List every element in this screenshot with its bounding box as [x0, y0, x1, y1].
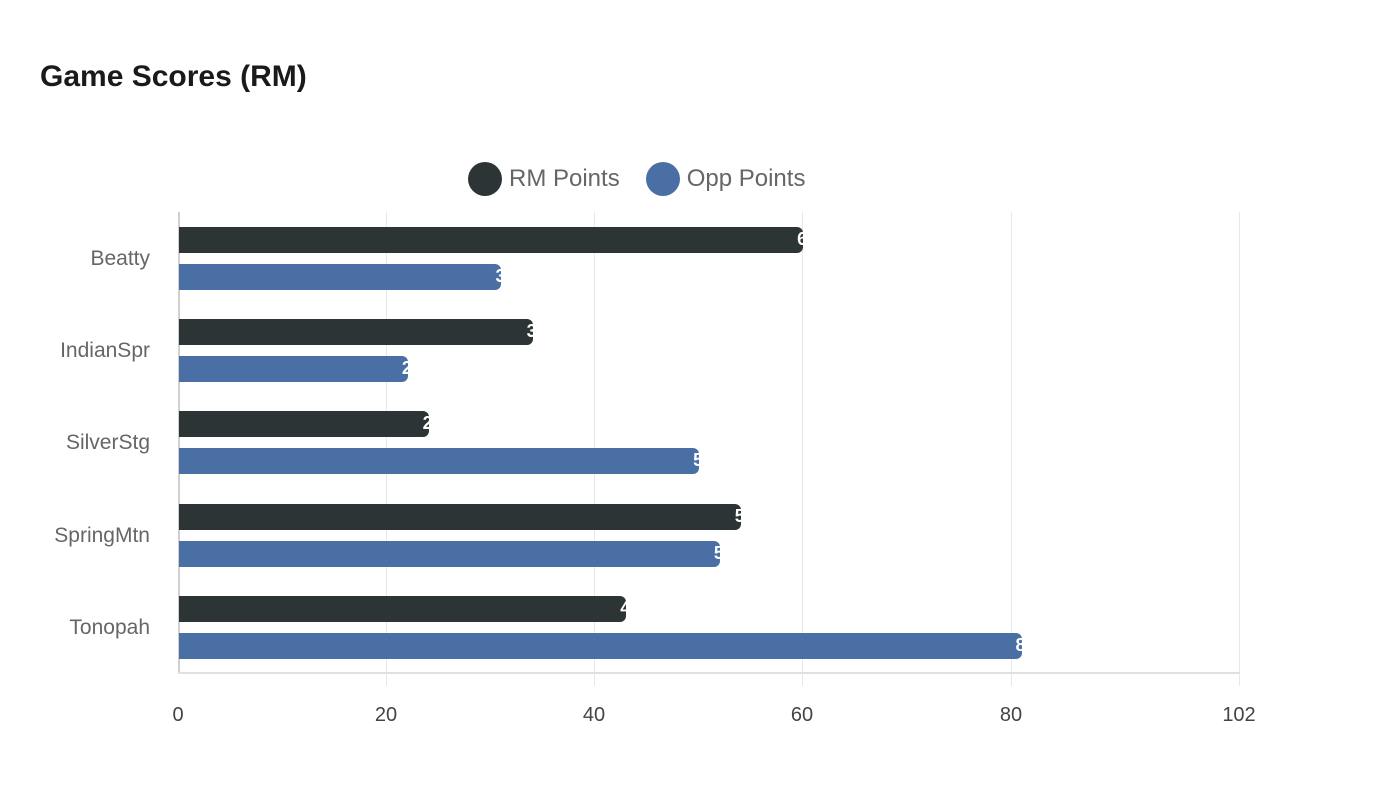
- bar-opp[interactable]: 52: [179, 540, 722, 567]
- legend-label: Opp Points: [686, 165, 806, 192]
- y-category-label: IndianSpr: [60, 339, 150, 363]
- gridline: [1239, 212, 1240, 686]
- x-tick: 0: [172, 704, 184, 726]
- x-tick: 102: [1222, 704, 1256, 726]
- bar-opp[interactable]: 22: [179, 356, 410, 383]
- bar-value-label: 24: [422, 413, 431, 434]
- bar-rm[interactable]: 54: [179, 503, 743, 530]
- gridline: [1011, 212, 1012, 686]
- y-category-label: SilverStg: [65, 431, 150, 455]
- legend-item-rm[interactable]: RM Points: [468, 162, 620, 196]
- bar-rm[interactable]: 60: [179, 227, 806, 253]
- legend-label: RM Points: [509, 165, 620, 192]
- bar-opp[interactable]: 81: [179, 632, 1024, 659]
- bar-opp[interactable]: 50: [179, 448, 702, 475]
- legend-item-opp[interactable]: Opp Points: [645, 162, 806, 196]
- y-category-label: SpringMtn: [54, 523, 150, 547]
- bar-rm[interactable]: 24: [179, 411, 431, 438]
- bar-value-label: 60: [797, 229, 806, 249]
- x-tick: 60: [790, 704, 814, 726]
- legend: RM Points Opp Points: [468, 162, 831, 196]
- legend-dot-icon: [645, 162, 680, 196]
- x-tick: 40: [582, 704, 606, 726]
- y-category-label: Beatty: [90, 247, 150, 270]
- bar-value-label: 52: [713, 542, 722, 563]
- bar-value-label: 50: [693, 450, 702, 471]
- bar-rm[interactable]: 43: [179, 595, 629, 622]
- bar-value-label: 31: [495, 266, 504, 286]
- bar-value-label: 34: [526, 321, 535, 342]
- bar-value-label: 43: [620, 597, 629, 618]
- gridline: [802, 212, 803, 686]
- bar-value-label: 81: [1015, 634, 1024, 655]
- bar-opp[interactable]: 31: [179, 264, 504, 290]
- y-axis-line: [178, 212, 180, 674]
- y-category-label: Tonopah: [69, 615, 150, 639]
- bar-value-label: 54: [734, 505, 743, 526]
- x-tick: 20: [374, 704, 398, 726]
- bar-rm[interactable]: 34: [179, 319, 535, 346]
- x-tick: 80: [999, 704, 1023, 726]
- x-axis-line: [178, 672, 1240, 674]
- bar-value-label: 22: [401, 358, 410, 379]
- legend-dot-icon: [468, 162, 502, 196]
- plot-area: 0 20 40 60 80 102 60 31 34 22 24 50 54 52 43 81: [172, 212, 1256, 726]
- chart-title: Game Scores (RM): [40, 60, 307, 93]
